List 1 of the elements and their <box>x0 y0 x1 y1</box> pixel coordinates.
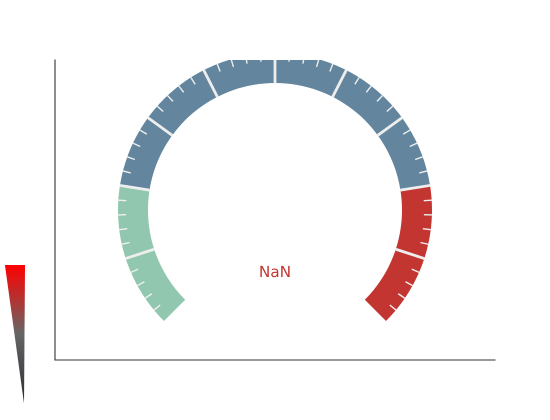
text: NaN <box>260 266 290 278</box>
